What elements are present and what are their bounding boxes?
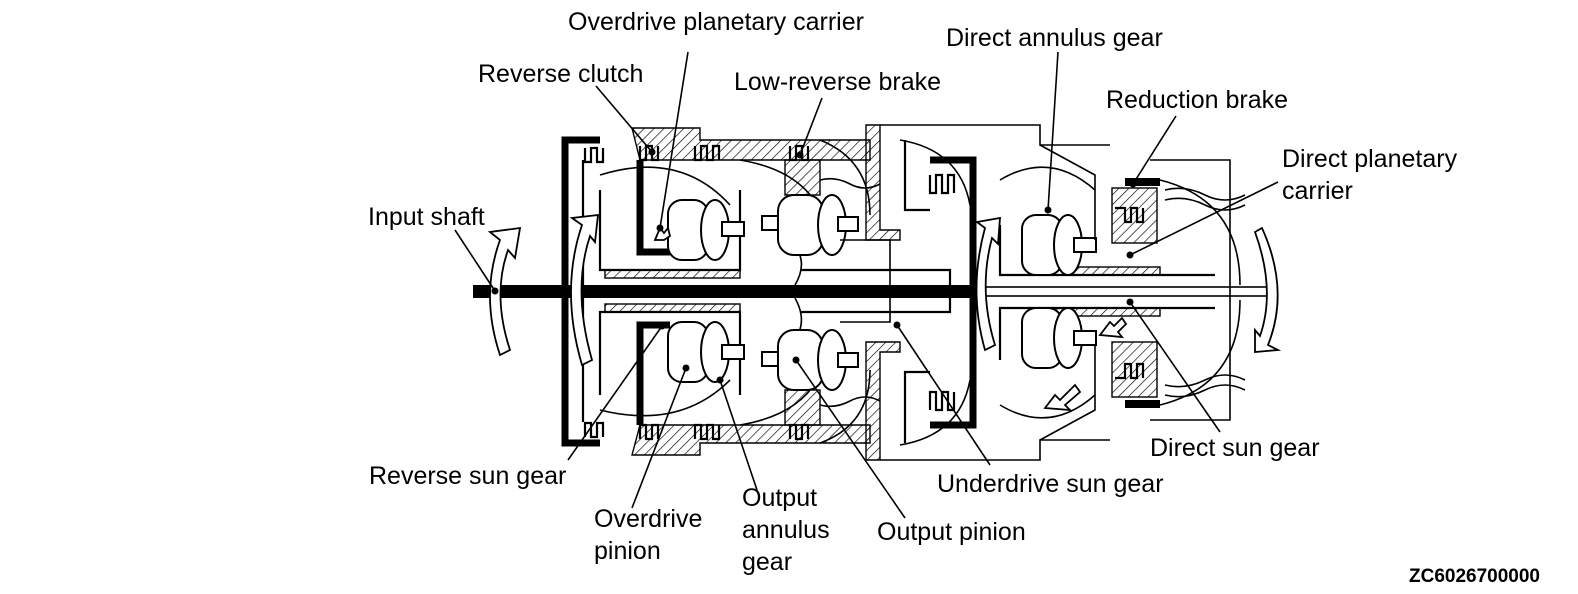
label-reverse-clutch: Reverse clutch [478, 60, 643, 88]
output-pinion-bottom [777, 329, 824, 391]
input-shaft-bar [473, 285, 973, 298]
label-direct-planetary-carrier-line1: Direct planetary [1282, 145, 1458, 173]
label-overdrive-planetary-carrier: Overdrive planetary carrier [568, 8, 864, 36]
label-output-annulus-gear-line1: Output [742, 484, 817, 512]
label-reduction-brake: Reduction brake [1106, 86, 1288, 114]
rotation-arrow-output [1253, 226, 1282, 353]
label-overdrive-pinion-line1: Overdrive [594, 505, 702, 533]
label-output-annulus-gear-line3: gear [742, 548, 792, 576]
label-reverse-sun-gear: Reverse sun gear [369, 462, 566, 490]
figure-code: ZC6026700000 [1409, 566, 1540, 587]
output-pinion-top [777, 194, 824, 256]
mechanism-drawing [473, 124, 1282, 461]
label-direct-planetary-carrier-line2: carrier [1282, 177, 1353, 205]
label-output-pinion: Output pinion [877, 518, 1026, 546]
leader-lines [454, 51, 1279, 519]
label-direct-sun-gear: Direct sun gear [1150, 434, 1320, 462]
label-overdrive-pinion-line2: pinion [594, 537, 661, 565]
label-underdrive-sun-gear: Underdrive sun gear [937, 470, 1164, 498]
label-direct-annulus-gear: Direct annulus gear [946, 24, 1163, 52]
rotation-arrow-direct [974, 216, 1001, 352]
label-input-shaft: Input shaft [368, 203, 485, 231]
rotation-arrow-input [487, 226, 522, 357]
rotation-arrow-front [569, 213, 600, 367]
part-labels: Overdrive planetary carrier Reverse clut… [368, 8, 1540, 587]
output-shaft [972, 286, 1269, 297]
label-output-annulus-gear-line2: annulus [742, 516, 830, 544]
label-low-reverse-brake: Low-reverse brake [734, 68, 941, 96]
